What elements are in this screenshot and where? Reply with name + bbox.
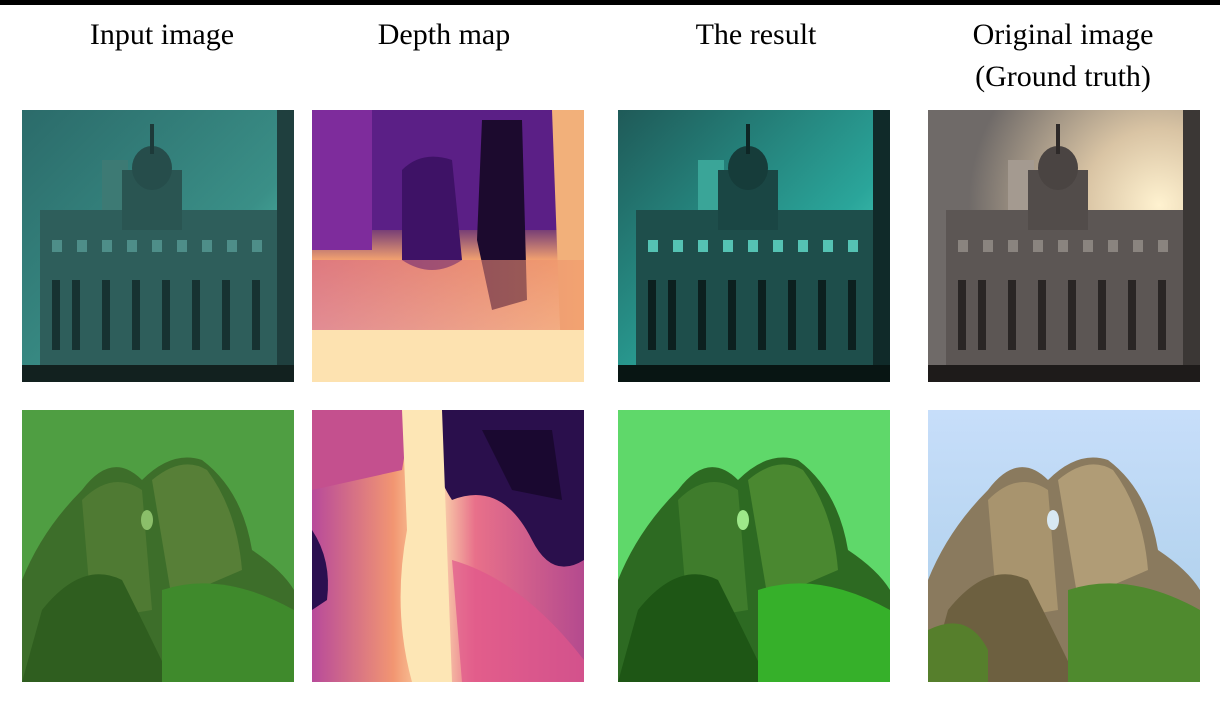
- ground-truth-building: [928, 110, 1200, 382]
- depth-map-building: [312, 110, 584, 382]
- result-mountain: [618, 410, 890, 682]
- header-the-result: The result: [695, 18, 817, 51]
- header-depth-map: Depth map: [377, 18, 511, 51]
- input-image-building: [22, 110, 294, 382]
- header-original-image: Original image (Ground truth): [928, 14, 1198, 98]
- result-building: [618, 110, 890, 382]
- header-input-image: Input image: [89, 18, 235, 51]
- table-top-rule: [0, 0, 1220, 5]
- ground-truth-mountain: [928, 410, 1200, 682]
- depth-map-mountain: [312, 410, 584, 682]
- input-image-mountain: [22, 410, 294, 682]
- header-original-line2: (Ground truth): [975, 60, 1151, 93]
- header-original-line1: Original image: [972, 18, 1154, 51]
